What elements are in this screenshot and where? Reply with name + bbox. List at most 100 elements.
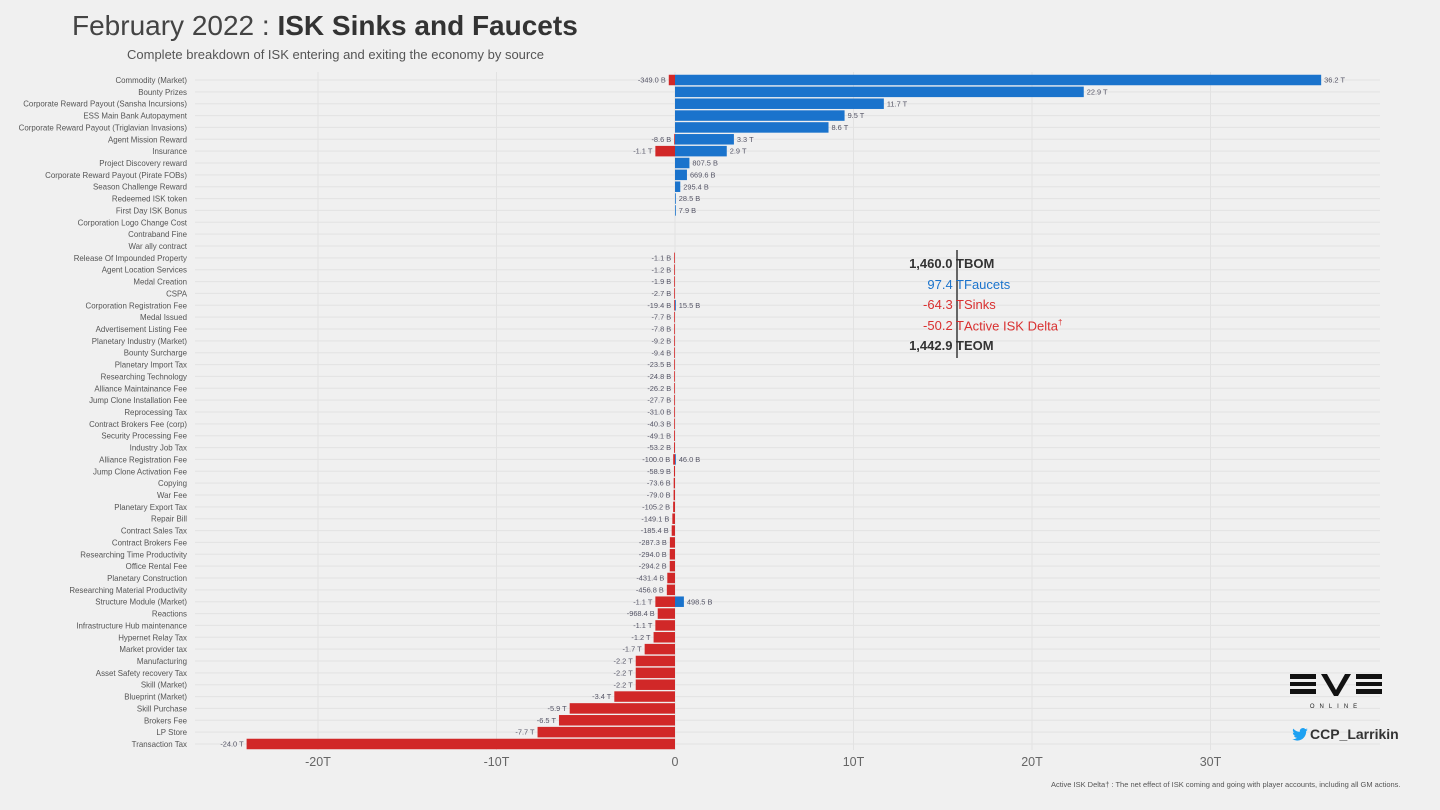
category-label: Skill (Market)	[141, 680, 187, 689]
sink-value-label: -968.4 B	[627, 609, 655, 618]
sinks-bar	[667, 572, 675, 584]
category-label: Alliance Maintainance Fee	[94, 384, 187, 393]
sinks-bar	[672, 513, 675, 524]
category-label: War ally contract	[128, 242, 187, 251]
faucets-bar	[675, 205, 676, 216]
summary-label: Sinks	[964, 297, 996, 312]
sinks-bar	[669, 560, 675, 572]
faucet-value-label: 11.7 T	[887, 99, 908, 108]
category-label: Industry Job Tax	[130, 443, 188, 452]
summary-value: -64.3 T	[923, 297, 964, 312]
chart-subtitle: Complete breakdown of ISK entering and e…	[127, 47, 544, 62]
summary-row-eom: 1,442.9 T EOM	[870, 338, 1090, 358]
title-prefix: February 2022 :	[72, 10, 278, 41]
summary-row-active-isk-delta: -50.2 T Active ISK Delta†	[870, 318, 1090, 338]
category-label: Asset Safety recovery Tax	[96, 669, 188, 678]
faucet-value-label: 46.0 B	[679, 455, 700, 464]
category-label: Infrastructure Hub maintenance	[76, 621, 187, 630]
category-label: Researching Time Productivity	[80, 550, 188, 559]
title-bold: ISK Sinks and Faucets	[277, 10, 578, 41]
sink-value-label: -53.2 B	[647, 443, 671, 452]
sink-value-label: -40.3 B	[647, 419, 671, 428]
category-label: First Day ISK Bonus	[116, 206, 187, 215]
faucet-value-label: 669.6 B	[690, 170, 716, 179]
sink-value-label: -2.2 T	[614, 657, 634, 666]
sinks-bar	[674, 323, 675, 335]
category-label: Medal Issued	[140, 313, 187, 322]
category-label: Market provider tax	[119, 645, 187, 654]
summary-row-faucets: 97.4 T Faucets	[870, 277, 1090, 297]
sinks-bar	[674, 406, 675, 418]
summary-value: 1,460.0 T	[909, 256, 964, 271]
faucet-value-label: 22.9 T	[1087, 87, 1108, 96]
category-label: Blueprint (Market)	[124, 692, 187, 701]
sink-value-label: -19.4 B	[647, 301, 671, 310]
summary-label: EOM	[964, 338, 994, 353]
sink-value-label: -5.9 T	[548, 704, 568, 713]
sinks-bar	[674, 311, 675, 323]
sinks-bar	[671, 525, 675, 536]
sink-value-label: -49.1 B	[647, 431, 671, 440]
category-label: Corporation Registration Fee	[86, 301, 188, 310]
sink-value-label: -149.1 B	[641, 514, 669, 523]
summary-value: -50.2 T	[923, 317, 964, 333]
eve-online-logo: ONLINE	[1290, 672, 1382, 717]
sink-value-label: -105.2 B	[642, 502, 670, 511]
category-label: Agent Location Services	[102, 265, 187, 274]
sink-value-label: -6.5 T	[537, 716, 557, 725]
faucet-value-label: 28.5 B	[679, 194, 700, 203]
sink-value-label: -1.1 B	[651, 253, 671, 262]
category-label: LP Store	[156, 728, 187, 737]
sinks-bar	[666, 584, 675, 596]
sinks-bar	[655, 620, 675, 631]
summary-label: BOM	[964, 256, 995, 271]
sinks-bar	[673, 454, 675, 465]
sinks-bar	[674, 264, 675, 275]
category-label: Copying	[158, 479, 187, 488]
sinks-bar	[668, 74, 675, 86]
sinks-bar	[669, 537, 675, 548]
sinks-bar	[674, 442, 675, 453]
sink-value-label: -24.0 T	[220, 740, 244, 749]
sink-value-label: -1.2 T	[631, 633, 651, 642]
sinks-bar	[674, 418, 675, 430]
sink-value-label: -1.1 T	[633, 597, 653, 606]
sink-value-label: -2.7 B	[651, 289, 671, 298]
category-label: Transaction Tax	[132, 740, 188, 749]
category-label: Brokers Fee	[144, 716, 187, 725]
faucet-value-label: 8.6 T	[832, 123, 849, 132]
category-label: Hypernet Relay Tax	[118, 633, 188, 642]
sinks-bar	[657, 608, 675, 619]
summary-label: Faucets	[964, 276, 1011, 292]
sink-value-label: -7.8 B	[651, 325, 671, 334]
x-tick-label: 30T	[1200, 755, 1222, 769]
sinks-bar	[558, 715, 675, 726]
sink-value-label: -3.4 T	[592, 692, 612, 701]
category-label: War Fee	[157, 491, 187, 500]
sink-value-label: -27.7 B	[647, 396, 671, 405]
faucets-bar	[675, 193, 676, 204]
sink-value-label: -79.0 B	[647, 491, 671, 500]
sinks-bar	[674, 383, 675, 394]
sink-value-label: -1.7 T	[622, 645, 642, 654]
category-label: Planetary Construction	[107, 574, 187, 583]
faucet-value-label: 295.4 B	[683, 182, 709, 191]
sinks-bar	[653, 632, 675, 643]
faucets-bar	[675, 181, 681, 192]
sinks-bar	[674, 371, 675, 382]
sinks-bar	[635, 679, 675, 690]
category-label: Researching Material Productivity	[69, 586, 187, 595]
category-label: Bounty Prizes	[138, 88, 187, 97]
category-label: Jump Clone Installation Fee	[89, 396, 187, 405]
sinks-bar	[537, 726, 675, 738]
faucets-bar	[675, 134, 734, 145]
labels: Commodity (Market) Bounty Prizes Corporate…	[19, 76, 1346, 749]
sink-value-label: -456.8 B	[636, 585, 664, 594]
twitter-handle: CCP_Larrikin	[1292, 726, 1399, 742]
category-label: Corporate Reward Payout (Sansha Incursio…	[23, 99, 187, 108]
sink-value-label: -1.1 T	[633, 147, 653, 156]
x-tick-label: 0	[672, 755, 679, 769]
faucet-value-label: 36.2 T	[1324, 76, 1345, 85]
sinks-bar	[674, 430, 675, 441]
sink-value-label: -26.2 B	[647, 384, 671, 393]
